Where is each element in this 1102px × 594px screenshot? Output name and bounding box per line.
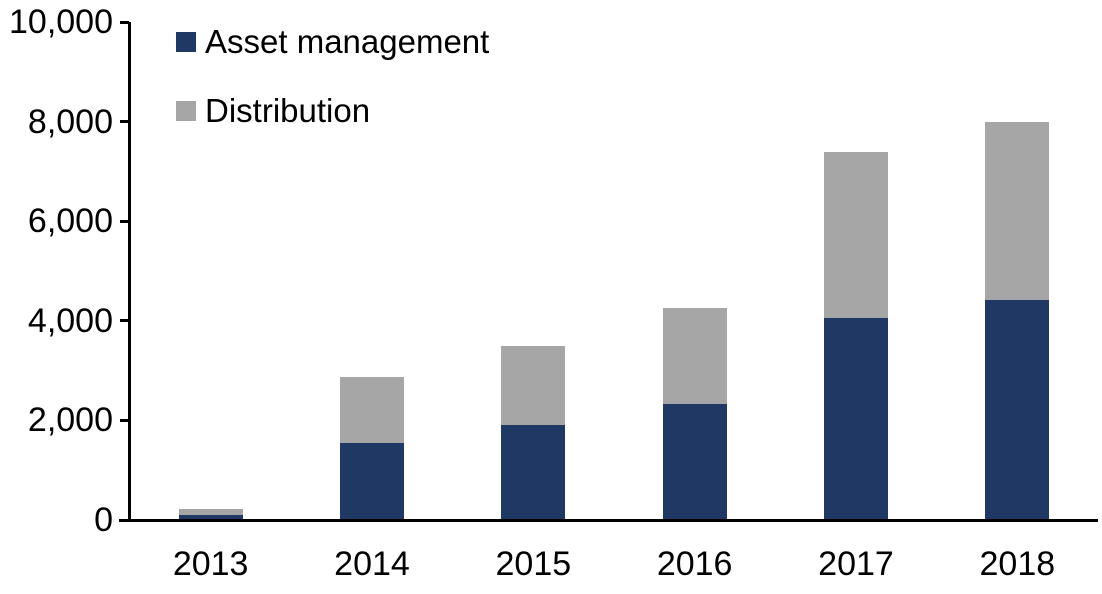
bar-group-2013 bbox=[178, 22, 243, 520]
y-axis-tick bbox=[120, 20, 129, 24]
y-tick-label: 10,000 bbox=[9, 3, 113, 41]
bar-group-2018 bbox=[985, 22, 1050, 520]
y-axis-tick bbox=[120, 120, 129, 124]
y-tick-label: 0 bbox=[94, 501, 113, 539]
bar-group-2015 bbox=[501, 22, 566, 520]
x-tick-label: 2014 bbox=[334, 545, 410, 583]
legend-item-distribution: Distribution bbox=[176, 93, 489, 129]
bar-segment-asset-management bbox=[501, 425, 566, 520]
y-axis-tick bbox=[120, 319, 129, 323]
bar-segment-asset-management bbox=[340, 442, 404, 520]
bar-segment-distribution bbox=[662, 308, 727, 405]
bar-group-2016 bbox=[662, 22, 727, 520]
bar-segment-distribution bbox=[501, 345, 566, 426]
y-axis-line bbox=[128, 22, 131, 522]
plot-area bbox=[130, 22, 1098, 520]
bar-segment-asset-management bbox=[178, 514, 243, 520]
bar-segment-distribution bbox=[985, 121, 1050, 300]
x-tick-label: 2013 bbox=[172, 545, 249, 583]
x-tick-label: 2016 bbox=[656, 545, 733, 583]
bar-group-2017 bbox=[824, 22, 888, 520]
x-tick-label: 2015 bbox=[495, 545, 572, 583]
legend-label-asset-management: Asset management bbox=[205, 23, 490, 60]
bar-segment-distribution bbox=[824, 152, 888, 319]
bar-segment-distribution bbox=[340, 377, 404, 443]
legend-label-distribution: Distribution bbox=[205, 92, 371, 129]
bar-segment-distribution bbox=[178, 509, 243, 515]
y-tick-label: 4,000 bbox=[27, 301, 113, 340]
y-tick-label: 6,000 bbox=[27, 202, 113, 241]
bar-segment-asset-management bbox=[662, 404, 727, 520]
x-axis-line bbox=[119, 519, 1098, 522]
bar-segment-asset-management bbox=[985, 299, 1050, 520]
y-tick-label: 2,000 bbox=[27, 401, 113, 440]
legend-item-asset-management: Asset management bbox=[176, 24, 489, 60]
y-tick-label: 8,000 bbox=[27, 102, 113, 141]
y-axis-tick bbox=[120, 418, 129, 422]
x-tick-label: 2018 bbox=[979, 545, 1056, 583]
x-tick-label: 2017 bbox=[818, 545, 894, 583]
bar-segment-asset-management bbox=[824, 318, 888, 520]
legend-swatch-distribution bbox=[176, 101, 196, 121]
legend-swatch-asset-management bbox=[176, 32, 196, 52]
y-axis-tick bbox=[120, 219, 129, 223]
legend: Asset management Distribution bbox=[176, 24, 489, 129]
bar-group-2014 bbox=[340, 22, 404, 520]
